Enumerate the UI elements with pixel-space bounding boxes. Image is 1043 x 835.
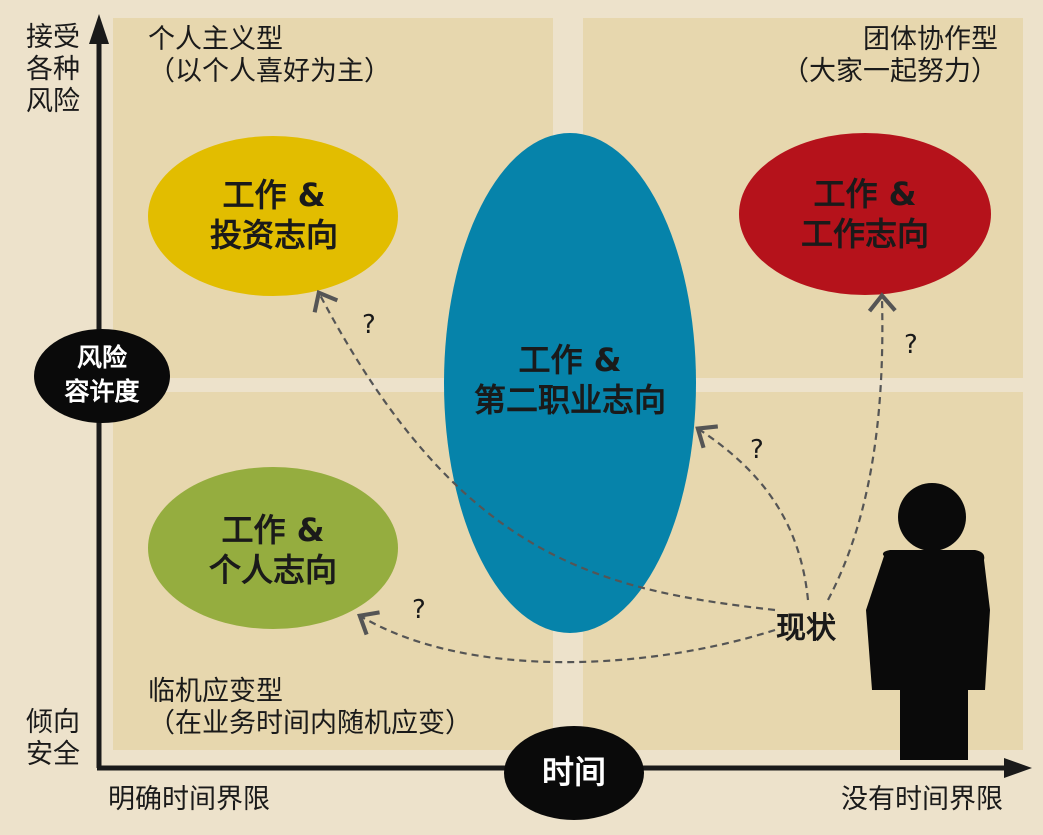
risk-tolerance-label: 风险 容许度 <box>64 343 140 406</box>
x-axis-right-label: 没有时间界限 <box>841 784 1003 815</box>
question-mark-investment: ? <box>362 310 376 340</box>
oval-second-career-text: 工作 & 第二职业志向 <box>473 341 666 419</box>
current-state-label: 现状 <box>776 611 836 646</box>
oval-investment <box>148 136 398 296</box>
time-label: 时间 <box>541 753 606 791</box>
question-mark-personal: ? <box>412 595 426 625</box>
oval-investment-text: 工作 & 投资志向 <box>209 176 338 254</box>
risk-tolerance-badge <box>34 329 170 423</box>
y-axis-top-label: 接受 各种 风险 <box>26 22 80 117</box>
y-axis-arrow <box>89 14 109 44</box>
oval-personal <box>148 467 398 629</box>
person-silhouette-icon <box>866 483 990 760</box>
x-axis-arrow <box>1004 758 1032 778</box>
question-mark-second-career: ? <box>750 435 764 465</box>
oval-second-career <box>444 133 696 633</box>
arrow-to-personal <box>357 610 776 664</box>
oval-work-text: 工作 & 工作志向 <box>800 175 929 253</box>
arrow-to-second-career <box>695 424 810 601</box>
arrow-to-investment <box>312 289 776 612</box>
quadrant-label-top-right: 团体协作型 （大家一起努力） <box>782 24 998 87</box>
arrow-to-work <box>827 292 897 601</box>
quadrant-label-top-left: 个人主义型 （以个人喜好为主） <box>148 24 391 87</box>
quadrant-label-bottom-left: 临机应变型 （在业务时间内随机应变） <box>148 676 472 739</box>
arrow-group <box>312 289 897 664</box>
oval-personal-text: 工作 & 个人志向 <box>208 511 337 589</box>
x-axis-left-label: 明确时间界限 <box>108 784 270 815</box>
oval-work <box>739 133 991 295</box>
time-badge <box>504 726 644 820</box>
y-axis-bottom-label: 倾向 安全 <box>26 707 80 770</box>
question-mark-work: ? <box>904 330 918 360</box>
